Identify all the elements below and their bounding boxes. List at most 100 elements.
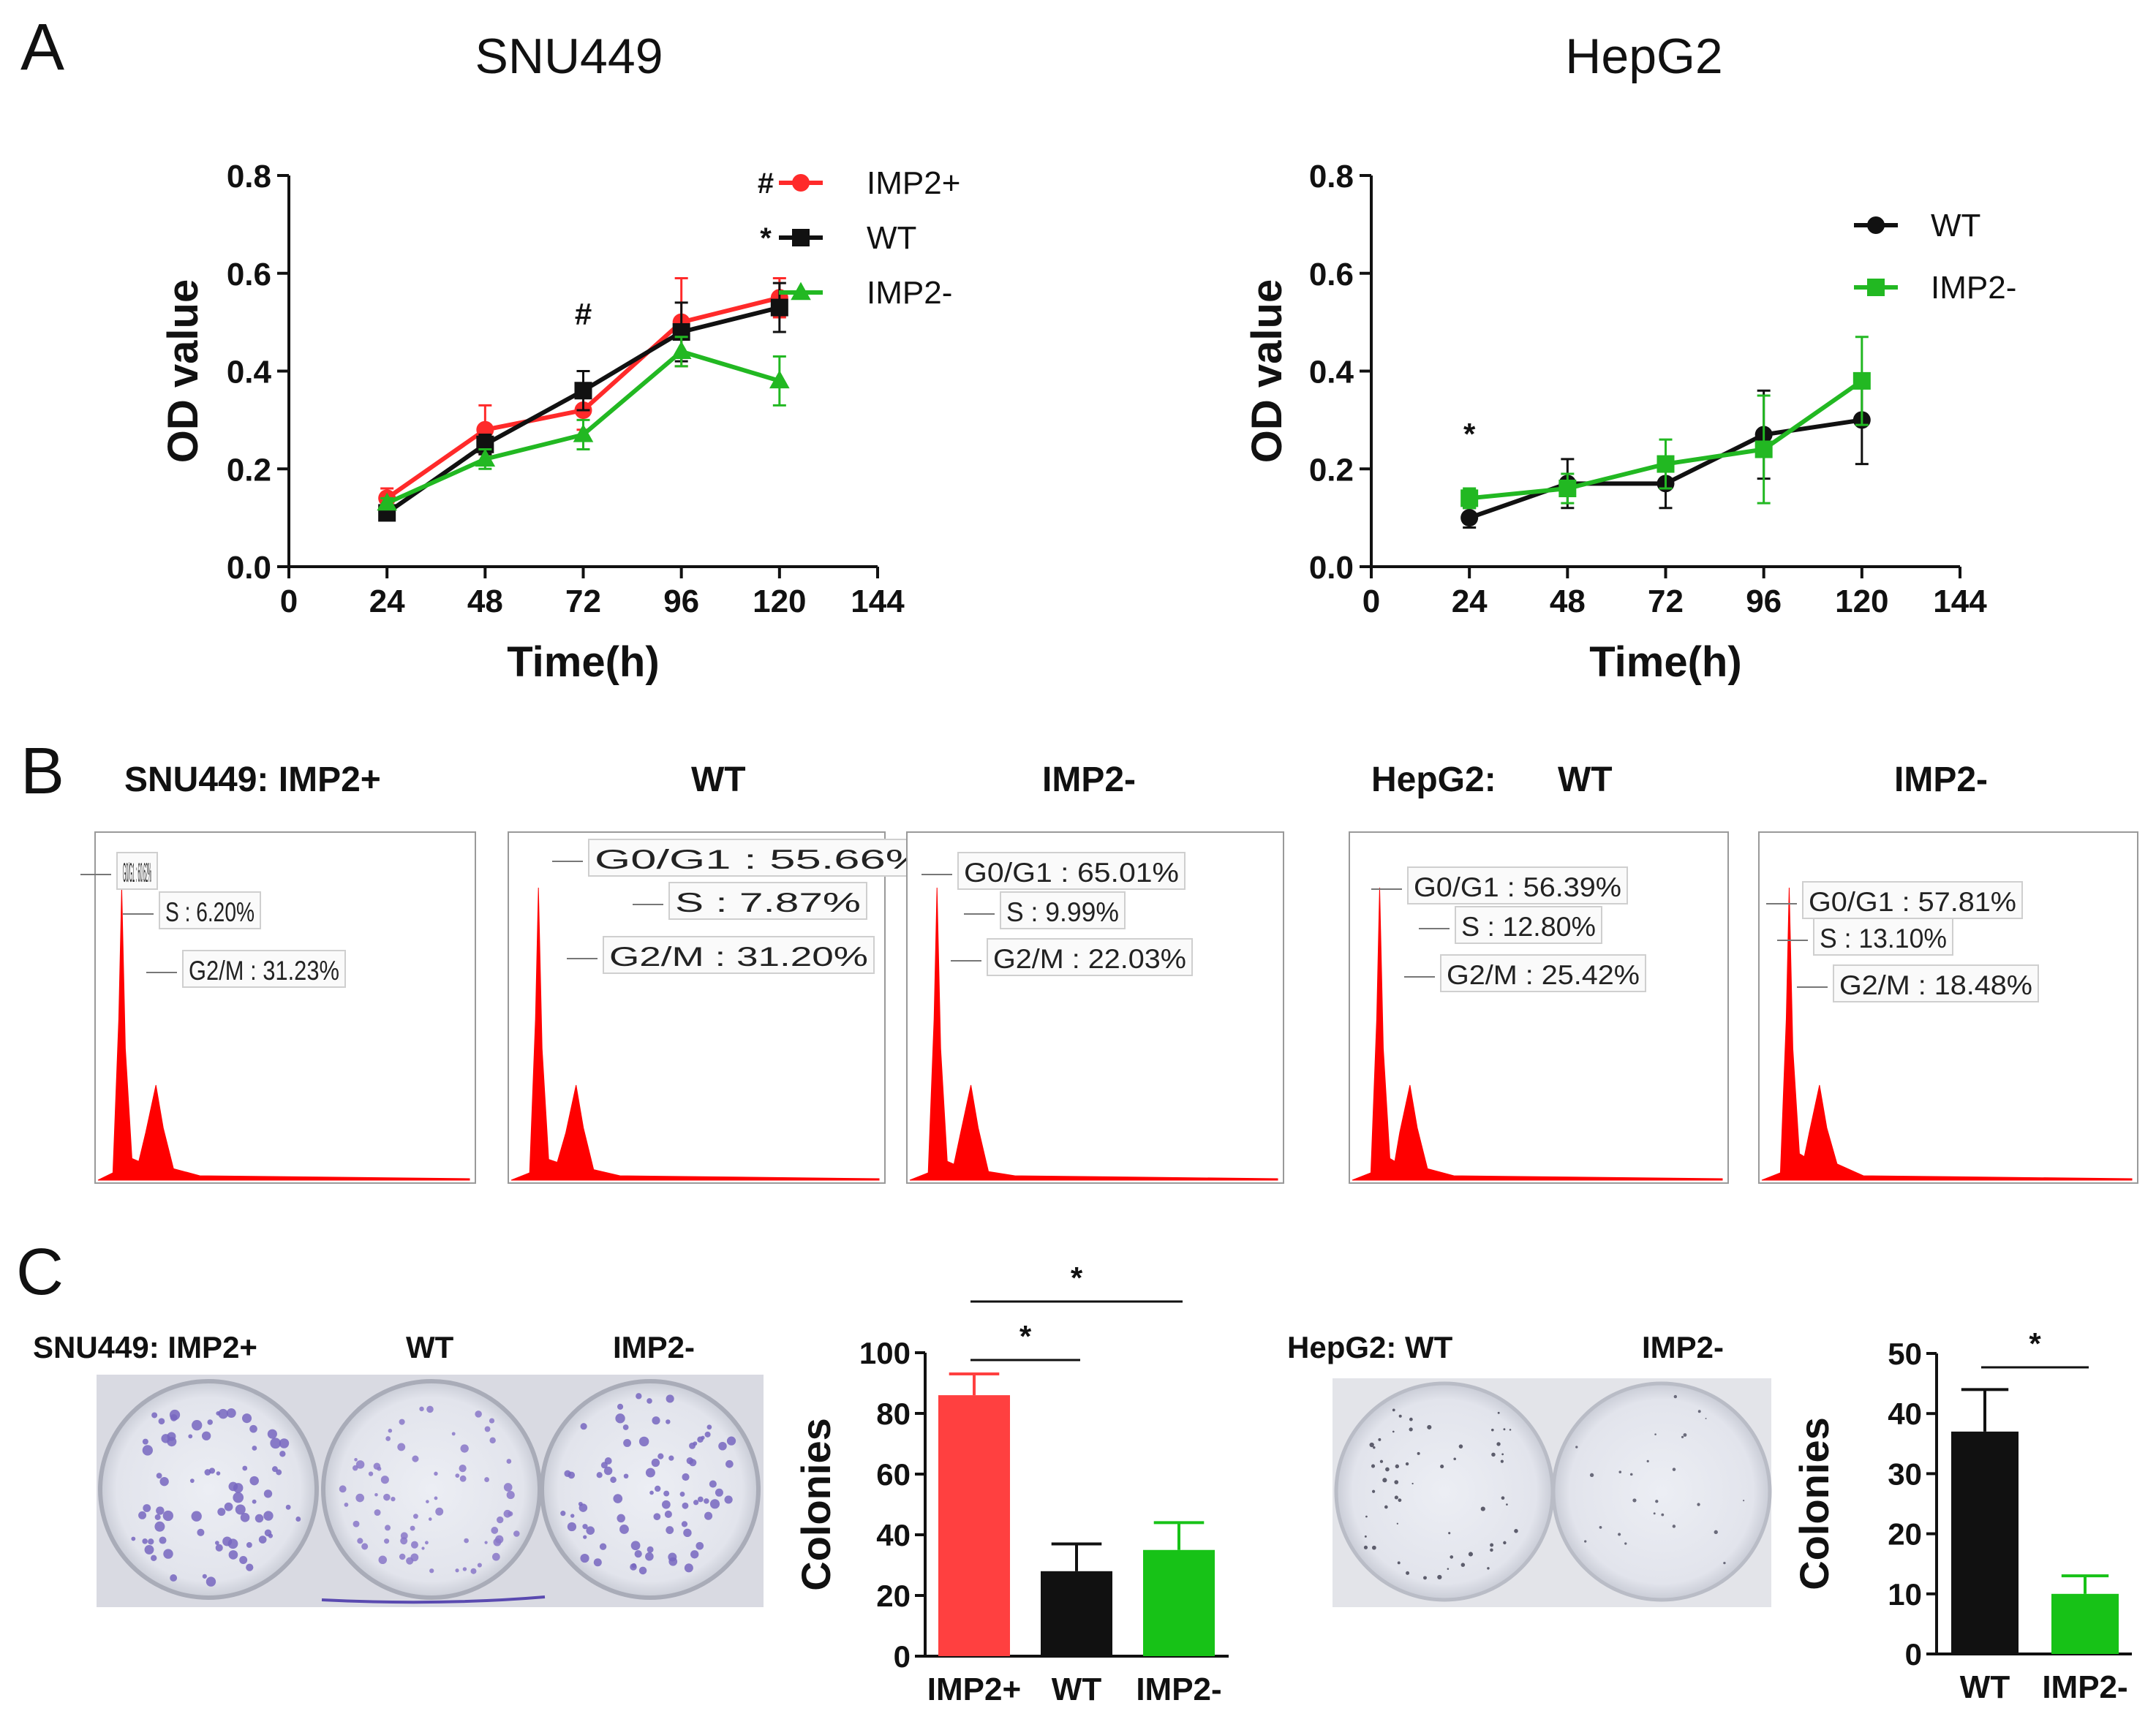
y-axis-label: OD value [1243, 279, 1291, 463]
colony-dot [1373, 1446, 1376, 1449]
colony-dot [1395, 1464, 1400, 1469]
colony-dot [1409, 1427, 1413, 1432]
data-point [671, 341, 692, 359]
data-point [1656, 455, 1675, 473]
colony-dot [1697, 1503, 1700, 1506]
colony-dot [428, 1517, 432, 1521]
hepg2-colony-dots [1363, 1394, 1745, 1580]
colony-dot [652, 1416, 660, 1425]
x-axis-label: Time(h) [507, 638, 659, 686]
legend-label: WT [867, 220, 916, 256]
colony-dot [1409, 1417, 1413, 1421]
colony-dot [484, 1541, 488, 1544]
colony-dot [451, 1432, 456, 1436]
colony-dot [668, 1455, 674, 1461]
y-tick-label: 40 [876, 1518, 911, 1552]
colony-dot [464, 1538, 469, 1544]
colony-dot [368, 1471, 374, 1476]
data-point [1754, 440, 1773, 458]
gate-label-box [1833, 964, 2039, 1002]
colony-dot [1406, 1571, 1410, 1575]
colony-dot [1427, 1424, 1432, 1429]
colony-dot [156, 1506, 165, 1515]
colony-dot [1646, 1459, 1649, 1462]
bar [2051, 1593, 2119, 1654]
panel-label-a: A [20, 11, 64, 84]
y-tick-label: 0.2 [1309, 452, 1354, 488]
colony-dot [249, 1476, 259, 1486]
colony-dot [410, 1553, 419, 1562]
colony-dot [662, 1500, 671, 1509]
colony-dot [704, 1431, 711, 1438]
colony-dot [459, 1475, 467, 1482]
legend-marker [791, 282, 811, 301]
colony-dot [1496, 1442, 1501, 1446]
colony-dot [583, 1535, 587, 1539]
colony-dot [285, 1504, 291, 1510]
colony-dot [400, 1537, 408, 1545]
colony-dot [495, 1535, 504, 1544]
gate-label-box [1455, 906, 1602, 944]
colony-dot [726, 1436, 736, 1446]
bar [1143, 1549, 1215, 1656]
colony-label-hepg2-imp2minus: IMP2- [1642, 1330, 1724, 1364]
colony-dot [217, 1508, 226, 1517]
colony-dot [1378, 1438, 1382, 1441]
colony-dot [1672, 1468, 1676, 1471]
colony-dot [477, 1563, 482, 1568]
colony-dot [470, 1568, 477, 1574]
colony-dot [1584, 1540, 1587, 1543]
colony-dot [666, 1419, 671, 1424]
colony-dot [686, 1457, 694, 1465]
gate-label-box [1440, 954, 1646, 992]
colony-dot [339, 1485, 347, 1493]
x-tick-label: 72 [565, 583, 601, 619]
colony-dot [412, 1514, 418, 1519]
significance-mark: * [1019, 1319, 1032, 1353]
colony-dot [715, 1488, 723, 1497]
colony-dot [434, 1496, 438, 1500]
colony-dot [1468, 1552, 1474, 1557]
g2m-label: G2/M : 31.23% [189, 956, 339, 986]
colony-dot [663, 1490, 670, 1497]
colony-dot [491, 1552, 500, 1561]
y-tick-label: 20 [1888, 1517, 1922, 1552]
colony-dot [419, 1406, 424, 1412]
colony-dot [233, 1492, 244, 1503]
x-tick-label: IMP2- [1136, 1672, 1221, 1707]
colony-dot [593, 1558, 602, 1567]
colony-dot [564, 1470, 571, 1477]
colony-dot [1697, 1410, 1701, 1413]
colony-dot [1490, 1543, 1494, 1547]
y-axis-label: Colonies [1791, 1417, 1837, 1590]
colony-dot [638, 1566, 647, 1575]
colony-dot [580, 1423, 587, 1430]
colony-dot [235, 1504, 246, 1515]
s-phase-label: S : 9.99% [1006, 897, 1119, 927]
colony-dot [426, 1405, 434, 1413]
x-tick-label: WT [1052, 1672, 1102, 1707]
colony-dot [1575, 1446, 1578, 1449]
colony-dot [399, 1553, 406, 1560]
colony-dot [1632, 1498, 1637, 1503]
colony-dot [655, 1485, 661, 1492]
colony-dot [142, 1438, 148, 1445]
snu449-growth-chart: SNU449 0.0 0.2 0.4 0.6 0.8 0 24 48 72 96 120 144 Time… [159, 29, 960, 686]
gate-label-box [1802, 881, 2023, 919]
colony-dot [491, 1527, 499, 1534]
colony-dot [1447, 1568, 1450, 1570]
colony-dot [1369, 1442, 1374, 1448]
colony-dot [215, 1541, 219, 1545]
colony-dot [475, 1410, 482, 1418]
data-point [573, 424, 594, 442]
colony-dot [201, 1431, 211, 1440]
colony-dot [239, 1556, 248, 1565]
colony-dot [1681, 1435, 1684, 1438]
data-point [574, 382, 592, 400]
colony-dot [1363, 1545, 1368, 1549]
colony-label-snu449-wt: WT [406, 1330, 454, 1364]
colony-dot [1480, 1506, 1485, 1511]
x-tick-label: 120 [1835, 583, 1888, 619]
colony-dot [1460, 1563, 1466, 1567]
colony-dot [378, 1555, 388, 1565]
